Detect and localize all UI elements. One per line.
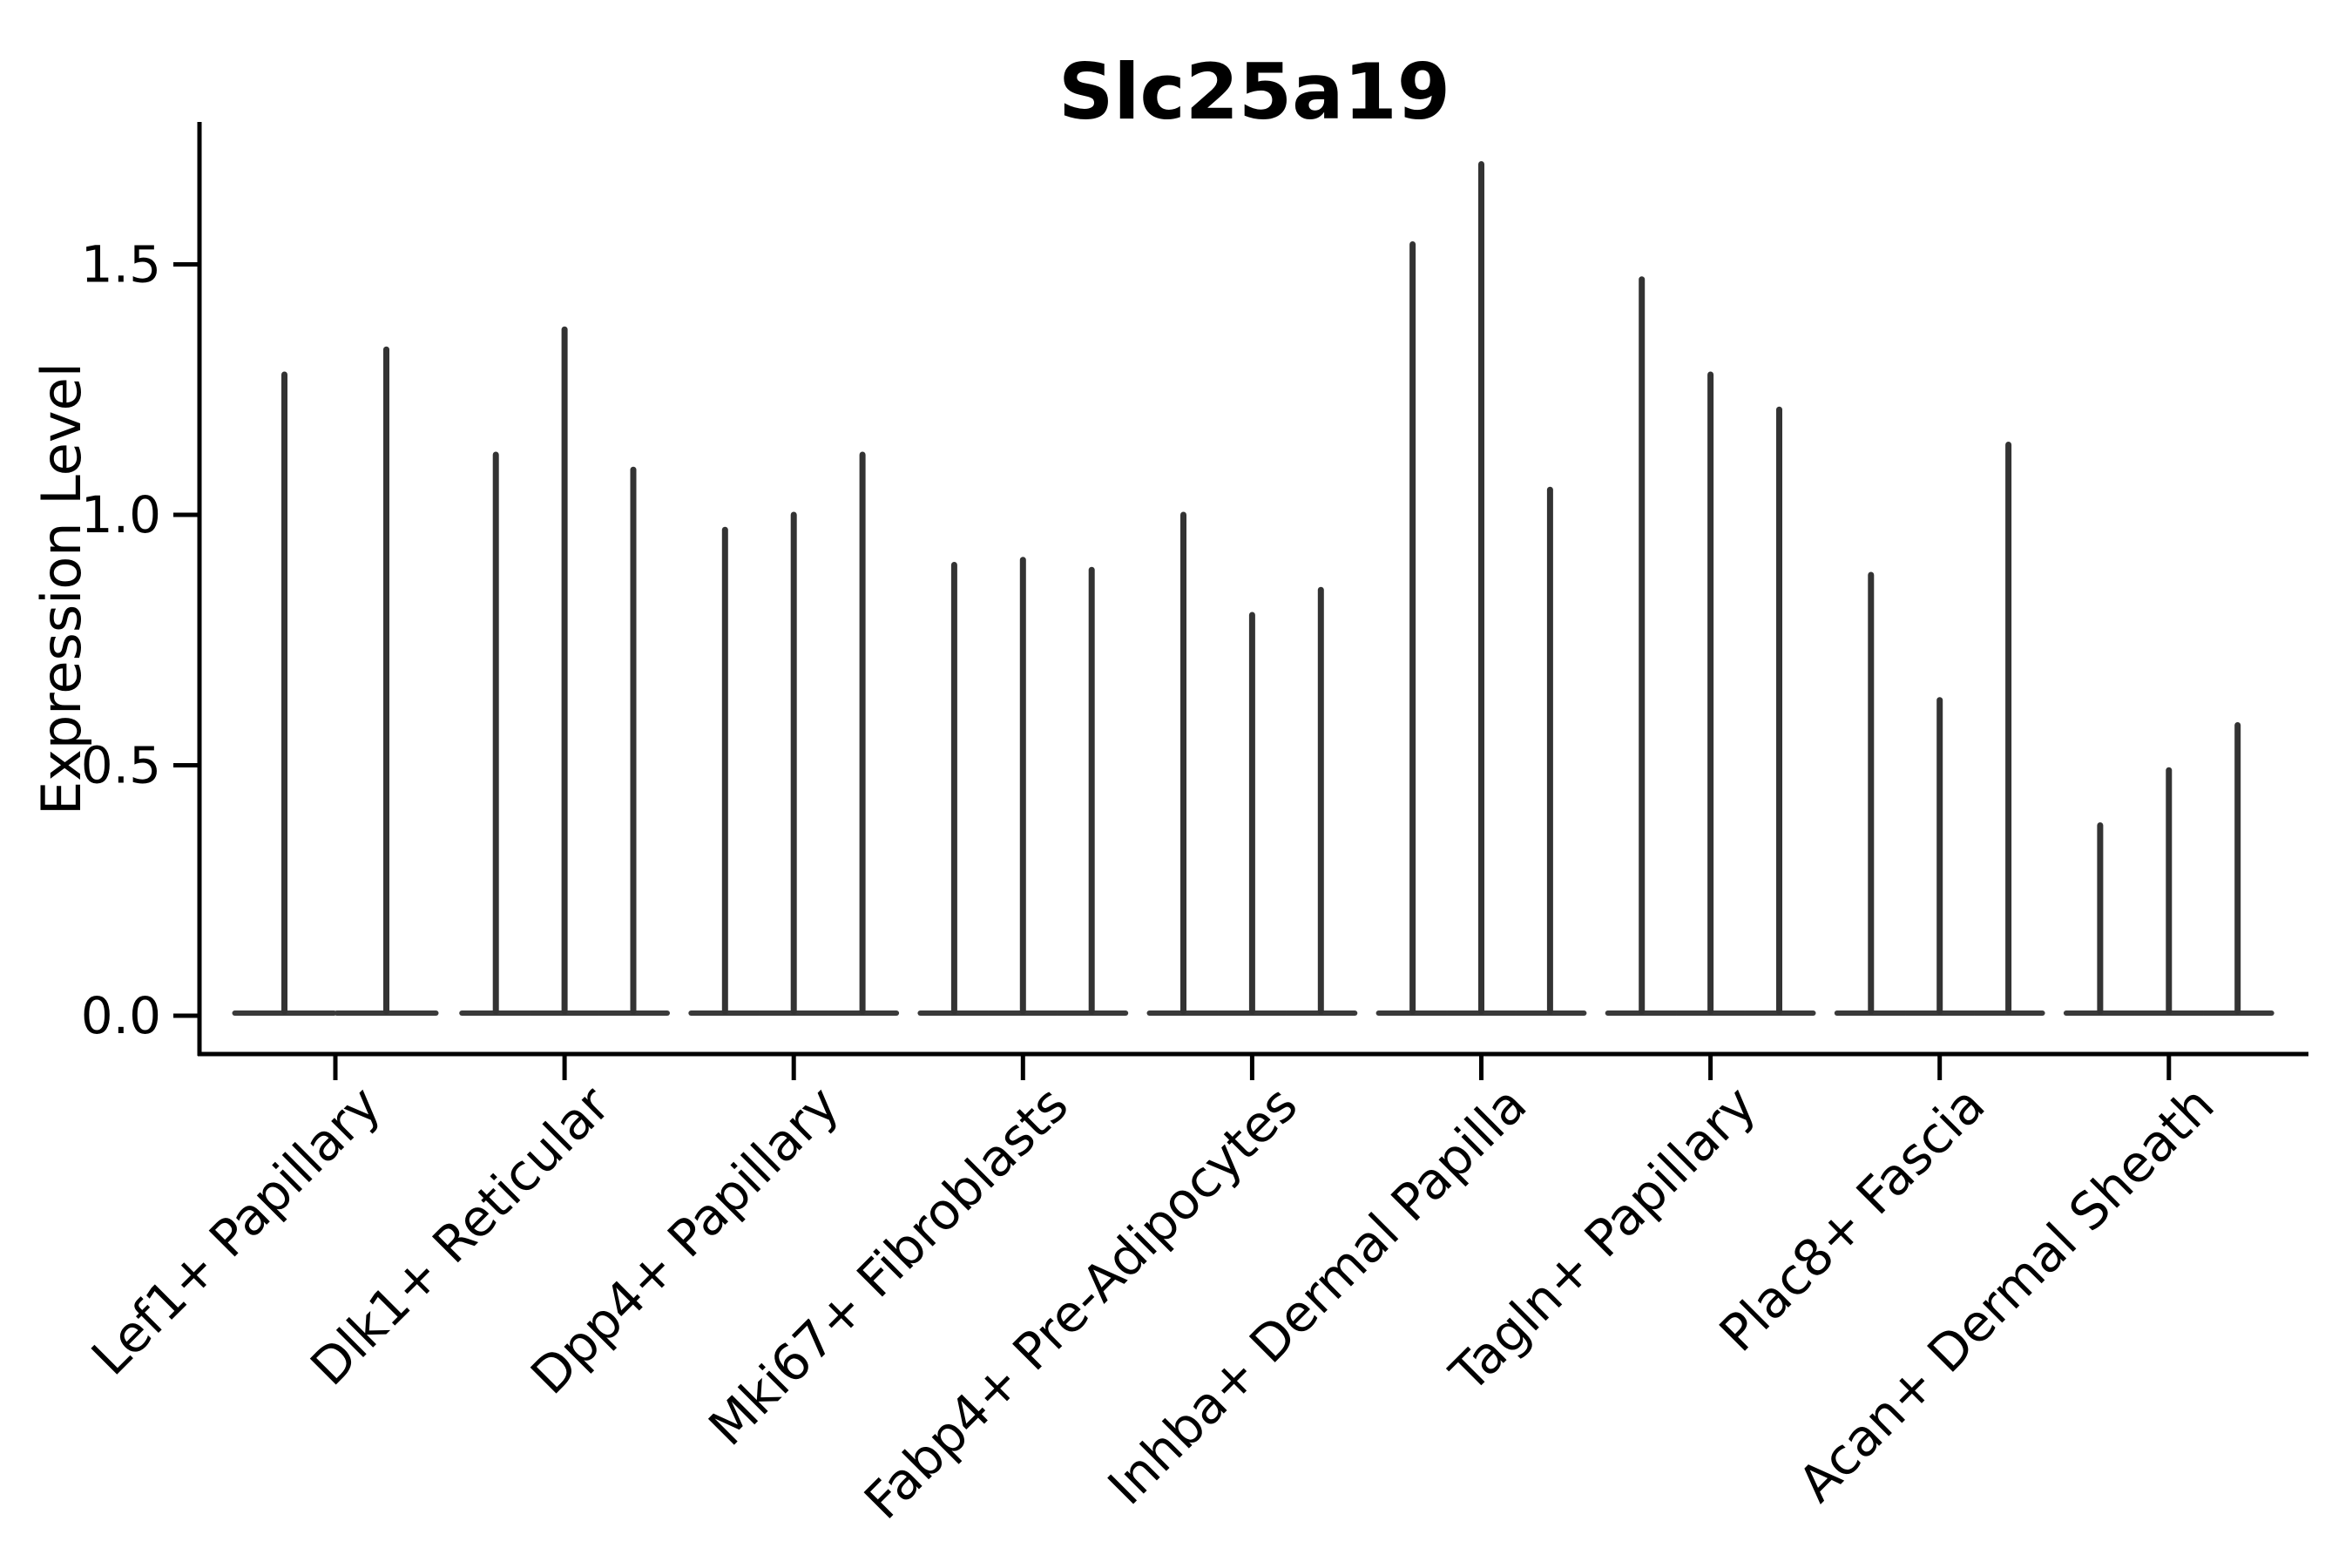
x-category-label: Inhba+ Dermal Papilla xyxy=(1097,1075,1538,1517)
y-tick-label: 1.0 xyxy=(81,485,161,544)
y-tick-label: 1.5 xyxy=(81,235,161,294)
y-axis-label: Expression Level xyxy=(30,362,93,815)
x-category-label: Fabp4+ Pre-Adipocytes xyxy=(853,1075,1308,1531)
chart-title: Slc25a19 xyxy=(1058,47,1450,137)
y-tick-label: 0.5 xyxy=(81,736,161,795)
x-category-label: Acan+ Dermal Sheath xyxy=(1787,1075,2225,1513)
y-tick-label: 0.0 xyxy=(81,986,161,1045)
